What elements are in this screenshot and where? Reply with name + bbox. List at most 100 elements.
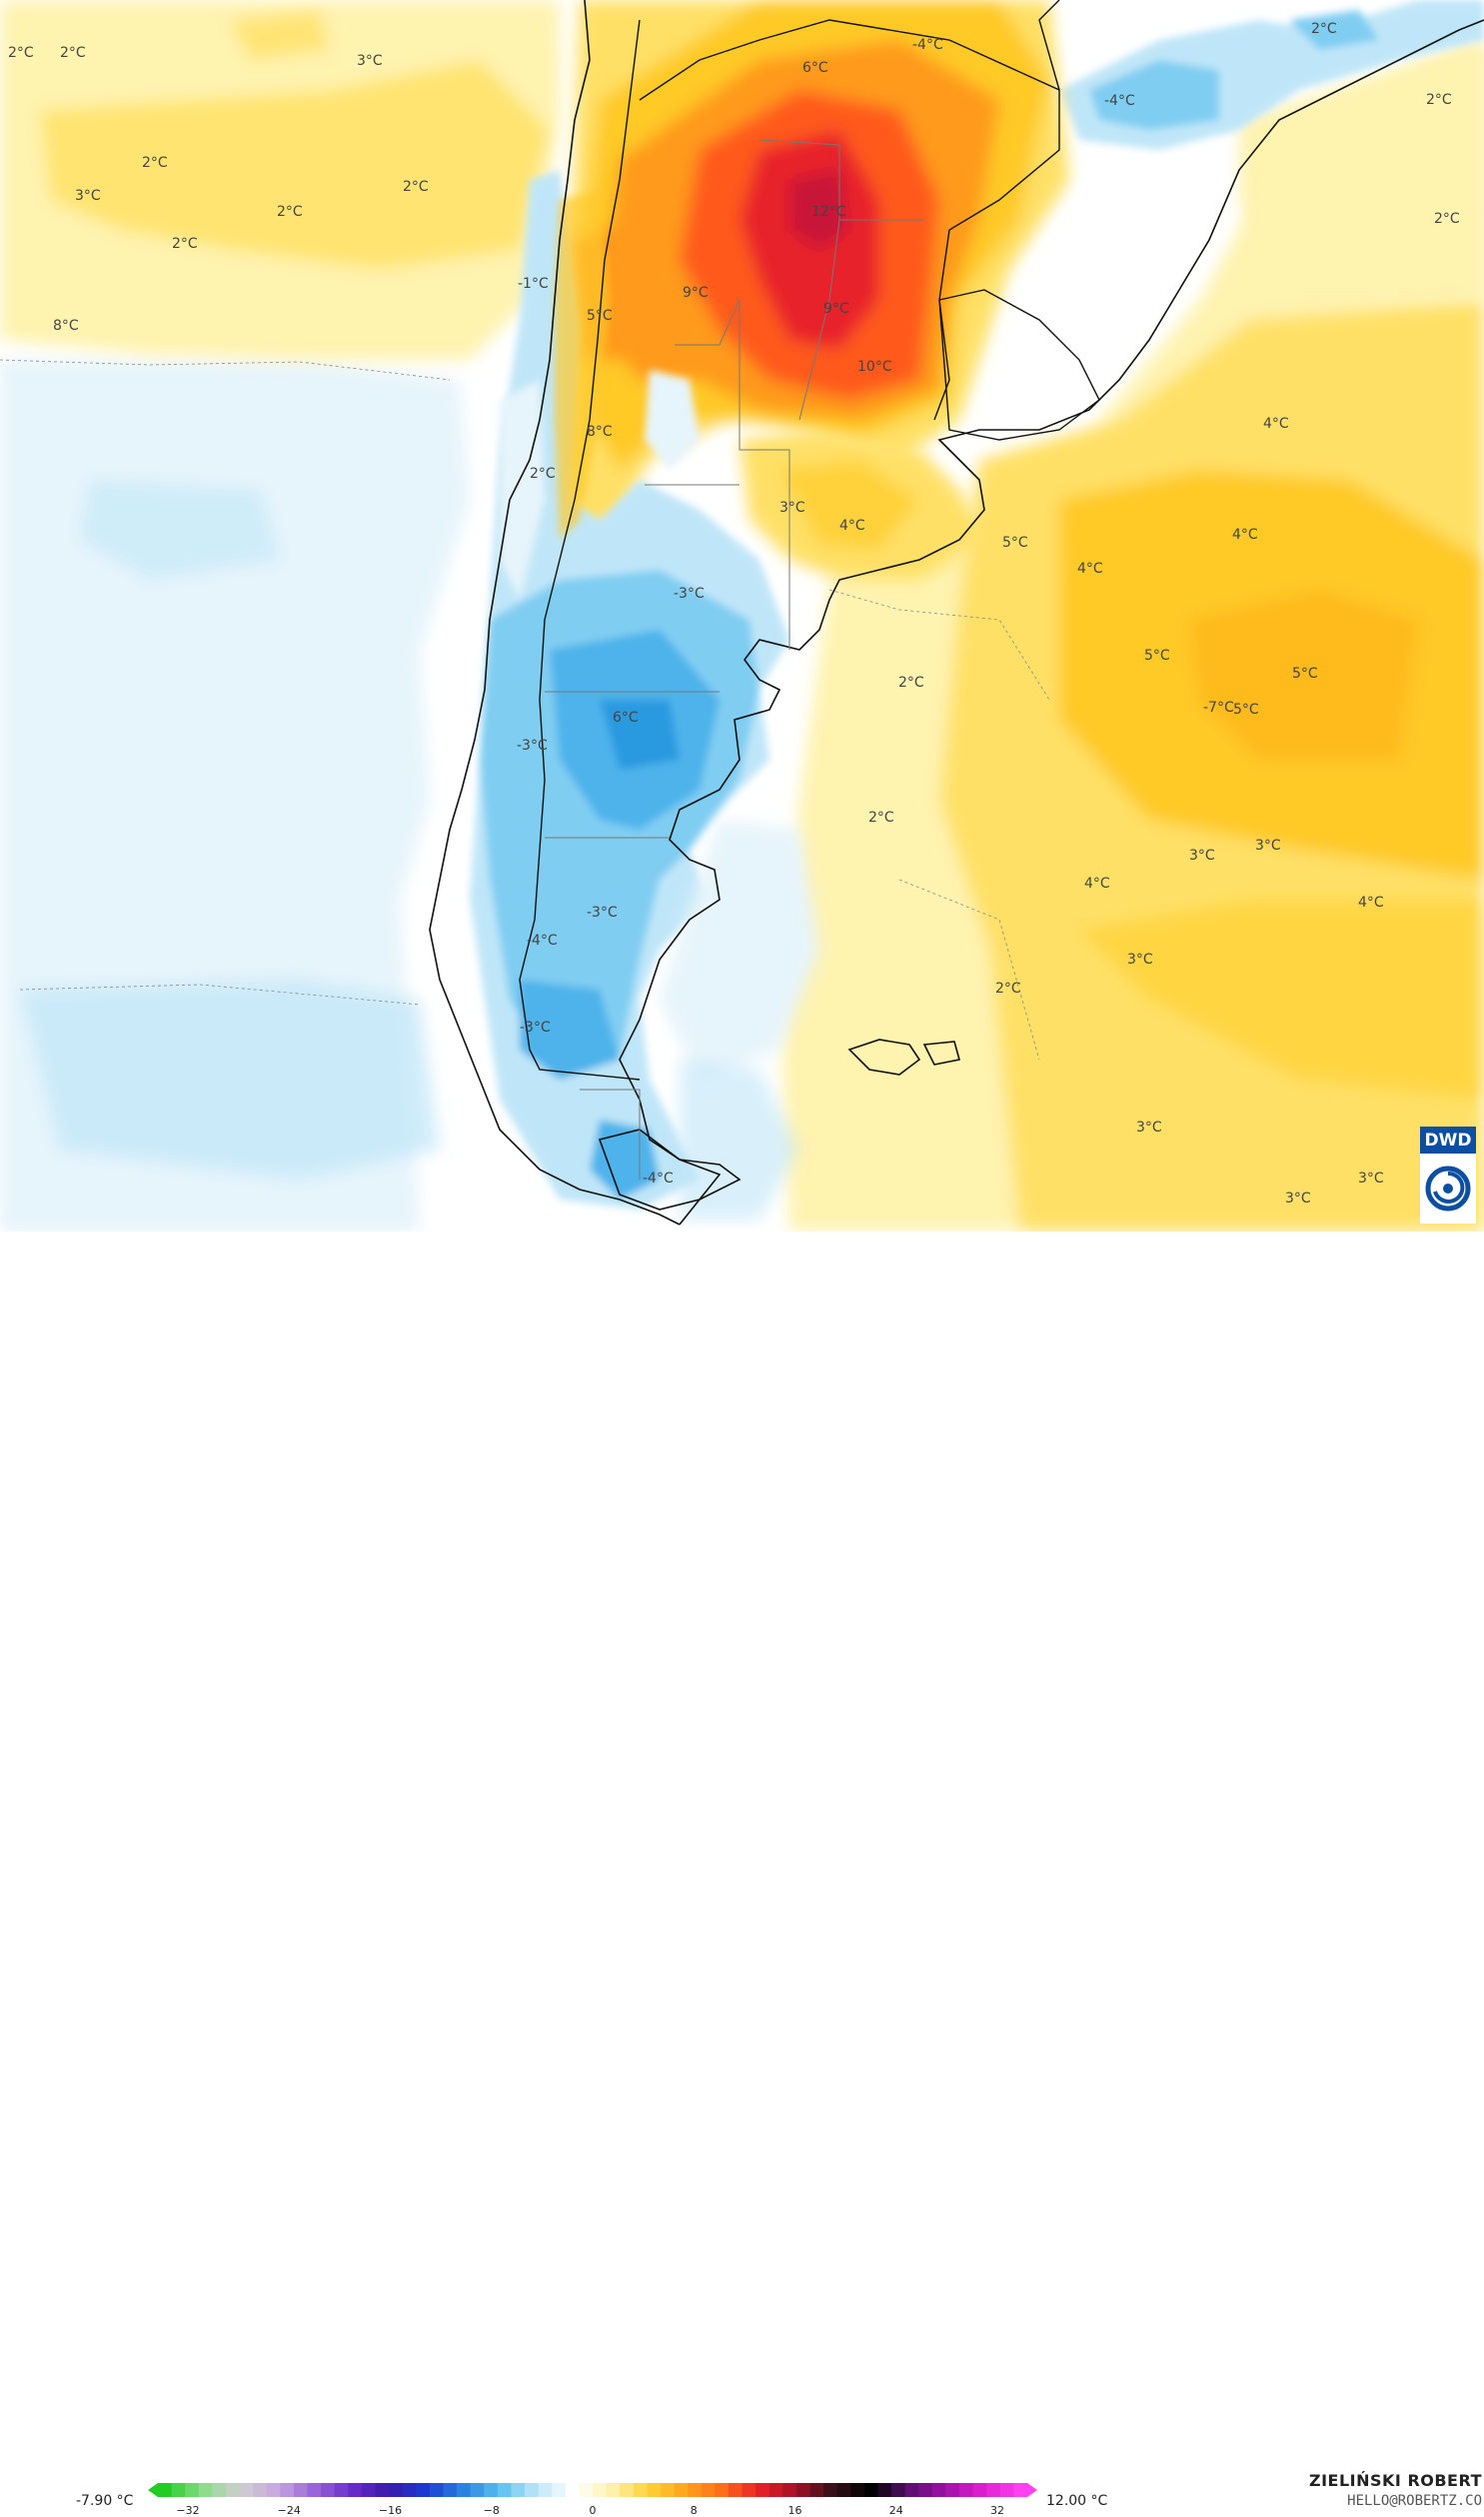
colorbar-cell bbox=[552, 2483, 567, 2497]
colorbar-cell bbox=[891, 2483, 906, 2497]
colorbar-cell bbox=[375, 2483, 390, 2497]
colorbar-min-label: -7.90 °C bbox=[76, 2493, 134, 2509]
temperature-label: -4°C bbox=[1104, 93, 1135, 109]
temperature-label: 4°C bbox=[839, 518, 865, 534]
temperature-label: 3°C bbox=[1358, 1171, 1384, 1187]
colorbar-cell bbox=[755, 2483, 770, 2497]
falkland-islands bbox=[847, 1039, 961, 1076]
province-line bbox=[675, 299, 741, 346]
pacific-coastline bbox=[429, 0, 681, 1226]
colorbar-cell bbox=[266, 2483, 281, 2497]
temperature-label: 3°C bbox=[1127, 952, 1153, 968]
colorbar-cell bbox=[348, 2483, 363, 2497]
colorbar-cell bbox=[484, 2483, 499, 2497]
colorbar-cell bbox=[972, 2483, 987, 2497]
patagonia-cold-field bbox=[470, 170, 789, 1210]
temperature-label: -3°C bbox=[587, 905, 618, 921]
colorbar-cell bbox=[416, 2483, 431, 2497]
colorbar-cell bbox=[511, 2483, 526, 2497]
colorbar-tick-label: 8 bbox=[691, 2504, 698, 2517]
contour-line bbox=[19, 984, 421, 1006]
temperature-label: 5°C bbox=[587, 308, 613, 324]
temperature-label: 2°C bbox=[403, 179, 429, 195]
colorbar-cell bbox=[321, 2483, 336, 2497]
colorbar-tick-label: 32 bbox=[990, 2504, 1004, 2517]
temperature-label: 10°C bbox=[857, 359, 892, 375]
temperature-label: 4°C bbox=[1263, 416, 1289, 432]
colorbar-cell bbox=[904, 2483, 919, 2497]
colorbar-cell bbox=[293, 2483, 309, 2497]
temperature-label: 2°C bbox=[1426, 92, 1452, 108]
temperature-label: 2°C bbox=[868, 810, 894, 826]
central-warm-field bbox=[740, 430, 989, 580]
colorbar-tick-label: −24 bbox=[278, 2504, 301, 2517]
atlantic-coastline bbox=[619, 19, 1484, 1226]
temperature-label: -3°C bbox=[517, 738, 548, 754]
province-line bbox=[580, 1089, 641, 1180]
temperature-label: 8°C bbox=[53, 318, 79, 334]
colorbar-cell bbox=[429, 2483, 444, 2497]
brazil-paraguay-border bbox=[1038, 0, 1060, 91]
dwd-swirl-icon bbox=[1420, 1154, 1476, 1224]
temperature-label: 3°C bbox=[1285, 1191, 1311, 1207]
colorbar-cell bbox=[198, 2483, 213, 2497]
dwd-logo: DWD bbox=[1420, 1127, 1476, 1224]
temperature-label: 4°C bbox=[1077, 561, 1103, 577]
contour-line bbox=[828, 589, 1050, 701]
temperature-label: 2°C bbox=[898, 675, 924, 691]
colorbar-tick-label: 16 bbox=[788, 2504, 802, 2517]
colorbar-cell bbox=[225, 2483, 241, 2497]
colorbar-cell bbox=[470, 2483, 485, 2497]
colorbar-cell bbox=[1013, 2483, 1028, 2497]
dwd-logo-text: DWD bbox=[1424, 1131, 1472, 1151]
footer: -7.90 °C −32 −24 −16 −8 0 8 16 24 32 12.00 °C ZI… bbox=[0, 1232, 1484, 2517]
colorbar-cell bbox=[945, 2483, 960, 2497]
colorbar-cell bbox=[674, 2483, 689, 2497]
colorbar-cell bbox=[999, 2483, 1014, 2497]
colorbar-cell bbox=[525, 2483, 540, 2497]
brazil-cold-patch bbox=[1059, 0, 1484, 150]
temperature-label: 3°C bbox=[1189, 848, 1215, 864]
colorbar-cell bbox=[850, 2483, 865, 2497]
colorbar-cell bbox=[307, 2483, 322, 2497]
colorbar-cell bbox=[688, 2483, 703, 2497]
temperature-label: 2°C bbox=[1434, 211, 1460, 227]
colorbar-cell bbox=[579, 2483, 594, 2497]
colorbar-cell bbox=[593, 2483, 608, 2497]
colorbar-cell bbox=[212, 2483, 227, 2497]
author-credit: ZIELIŃSKI ROBERT bbox=[1308, 2471, 1482, 2490]
temperature-label: 8°C bbox=[587, 424, 613, 440]
pacific-cool-field bbox=[0, 360, 470, 1232]
colorbar-cell bbox=[253, 2483, 268, 2497]
colorbar-cell bbox=[185, 2483, 200, 2497]
temperature-label: 2°C bbox=[172, 236, 198, 252]
colorbar-min-arrow bbox=[148, 2483, 158, 2497]
temperature-label: 2°C bbox=[142, 155, 168, 171]
argentina-chile-border bbox=[519, 19, 641, 1081]
colorbar-cell bbox=[931, 2483, 946, 2497]
colorbar-tick-label: −16 bbox=[379, 2504, 402, 2517]
temperature-label: 2°C bbox=[277, 204, 303, 220]
colorbar-cell bbox=[809, 2483, 824, 2497]
province-line bbox=[739, 300, 790, 650]
colorbar-cell bbox=[836, 2483, 851, 2497]
temperature-label: 3°C bbox=[1136, 1120, 1162, 1136]
colorbar-cell bbox=[402, 2483, 417, 2497]
atlantic-cool-field bbox=[660, 820, 819, 1220]
temperature-map: 2°C 2°C 3°C 2°C 3°C 2°C 2°C 2°C 2°C -1°C 8°C 6°C -4°… bbox=[0, 0, 1484, 1232]
temperature-label: 5°C bbox=[1144, 648, 1170, 664]
colorbar-cell bbox=[334, 2483, 349, 2497]
temperature-labels: 2°C 2°C 3°C 2°C 3°C 2°C 2°C 2°C 2°C -1°C 8°C 6°C -4°… bbox=[8, 21, 1460, 1207]
temperature-label: -4°C bbox=[527, 933, 558, 949]
colorbar-cell bbox=[497, 2483, 512, 2497]
colorbar-cell bbox=[823, 2483, 838, 2497]
colorbar-cell bbox=[660, 2483, 676, 2497]
colorbar-cell bbox=[742, 2483, 756, 2497]
pacific-warm-field bbox=[0, 0, 560, 360]
temperature-label: 9°C bbox=[683, 285, 709, 301]
temperature-label: -4°C bbox=[912, 37, 943, 53]
colorbar-cell bbox=[863, 2483, 878, 2497]
colorbar-tick-label: 0 bbox=[590, 2504, 597, 2517]
atlantic-warm-field bbox=[779, 40, 1484, 1232]
colorbar-cell bbox=[728, 2483, 743, 2497]
